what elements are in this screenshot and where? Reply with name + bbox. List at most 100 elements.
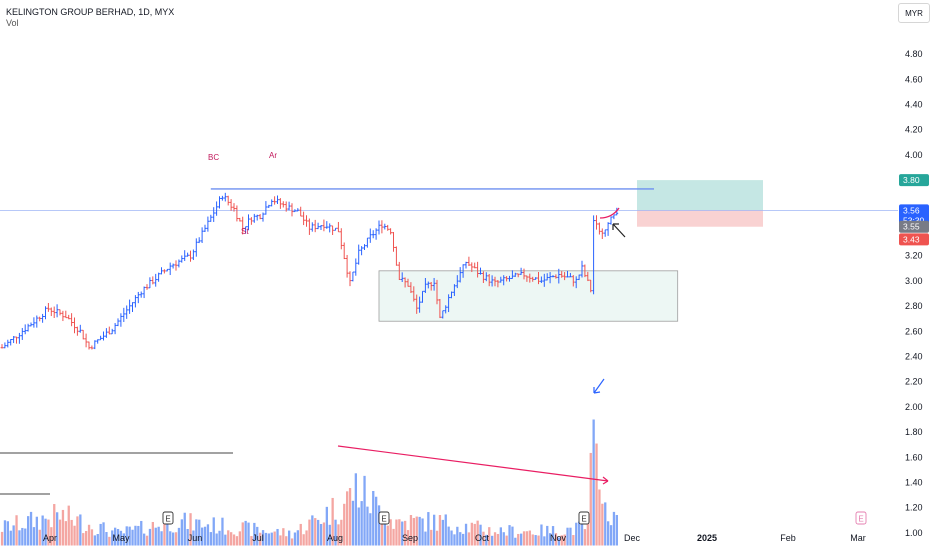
pointer-arrow-head (612, 223, 619, 230)
volume-bar (348, 488, 352, 546)
volume-bar (433, 514, 436, 546)
volume-bar (24, 528, 27, 546)
volume-bar (493, 532, 497, 546)
volume-bar (166, 518, 169, 546)
volume-bar (157, 526, 160, 546)
volume-bar (270, 532, 273, 546)
level-price-badge-bg (899, 220, 929, 233)
level-price-badge: 3.55 (903, 222, 920, 232)
volume-bar (520, 533, 523, 546)
volume-bar (224, 534, 227, 546)
volume-bar (601, 503, 604, 546)
volume-bar (232, 534, 236, 546)
time-axis[interactable]: Apr May Jun Jul Aug Sep Oct Nov Dec 2025 Feb Mar (43, 533, 866, 543)
volume-bar (459, 532, 462, 546)
volume-bar (76, 516, 79, 546)
volume-bar (79, 514, 82, 546)
volume-bar (261, 530, 265, 546)
volume-bar (288, 530, 291, 546)
volume-bar (235, 536, 239, 546)
symbol-title[interactable]: KELINGTON GROUP BERHAD, 1D, MYX (6, 7, 175, 17)
volume-bar (473, 523, 476, 546)
volume-bar (296, 530, 299, 546)
volume-bar (380, 523, 384, 546)
earnings-marker: E (162, 511, 174, 525)
current-price-badge: 3.56 (903, 205, 920, 215)
y-tick-label: 2.60 (905, 326, 923, 336)
volume-bar (70, 519, 73, 546)
volume-bar (438, 515, 442, 546)
volume-bar (482, 531, 485, 546)
volume-bar (505, 535, 508, 546)
volume-bar (302, 534, 305, 546)
earnings-marker-box (378, 511, 390, 525)
y-tick-label: 2.40 (905, 352, 923, 362)
annotation-st: St (241, 227, 249, 236)
volume-bar (264, 532, 268, 546)
volume-bar (3, 520, 7, 546)
volume-bar (180, 519, 183, 546)
volume-bar (44, 518, 47, 546)
target-zone (637, 180, 763, 211)
volume-bar (462, 533, 465, 546)
volume-bar (227, 530, 230, 546)
x-tick-label: Jul (252, 533, 264, 543)
volume-bar (201, 527, 204, 546)
volume-bar (415, 516, 418, 546)
volume-bar (470, 522, 473, 546)
volume-bar (67, 505, 70, 546)
volume-bar (230, 532, 233, 546)
volume-bar (273, 531, 276, 546)
volume-bar (87, 524, 91, 546)
volume-bar (346, 491, 349, 546)
volume-bar (41, 515, 44, 546)
volume-bar (325, 506, 328, 546)
y-tick-label: 2.80 (905, 301, 923, 311)
volume-bar (386, 525, 389, 546)
y-tick-label: 1.40 (905, 478, 923, 488)
volume-bar (311, 515, 314, 546)
volume-bar (85, 530, 88, 546)
volume-bar (253, 522, 256, 546)
volume-bar (406, 530, 410, 546)
volume-bar (244, 520, 247, 546)
x-tick-label: Oct (475, 533, 490, 543)
volume-bar (250, 536, 253, 546)
volume-bar (517, 533, 520, 546)
y-tick-label: 1.80 (905, 427, 923, 437)
zones-layer (378, 180, 763, 322)
volume-bar (314, 518, 317, 546)
volume-bar (595, 443, 598, 546)
volume-bar (119, 530, 123, 546)
consolidation-zone (378, 270, 679, 322)
volume-bar (375, 496, 378, 546)
x-tick-label: Apr (43, 533, 57, 543)
volume-bars (0, 419, 618, 546)
price-axis[interactable]: 4.80 4.60 4.40 4.20 4.00 3.20 3.00 2.80 2.60 2.40… (899, 49, 929, 538)
volume-bar (282, 528, 285, 546)
volume-bar (491, 535, 494, 546)
volume-bar (186, 528, 189, 546)
earnings-marker-box (855, 511, 867, 525)
earnings-marker-label: E (581, 515, 586, 524)
volume-bar (409, 515, 413, 546)
volume-bar (29, 511, 33, 546)
annotation-layer: BC Ar St E E E E (162, 151, 867, 525)
volume-bar (383, 524, 386, 546)
volume-bar (319, 523, 323, 546)
currency-selector[interactable]: MYR (898, 3, 930, 23)
volume-bar (108, 536, 111, 546)
earnings-marker: E (378, 511, 390, 525)
volume-bar (357, 507, 360, 546)
volume-bar (404, 520, 407, 546)
volume-bar (580, 523, 584, 546)
volume-bar (514, 537, 517, 546)
volume-bar (551, 526, 555, 546)
volume-bar (27, 516, 30, 546)
pointer-arrow (612, 223, 626, 238)
x-tick-label: Jun (188, 533, 203, 543)
earnings-marker-box (162, 511, 174, 525)
volume-bar (206, 524, 210, 546)
volume-bar (56, 512, 59, 546)
